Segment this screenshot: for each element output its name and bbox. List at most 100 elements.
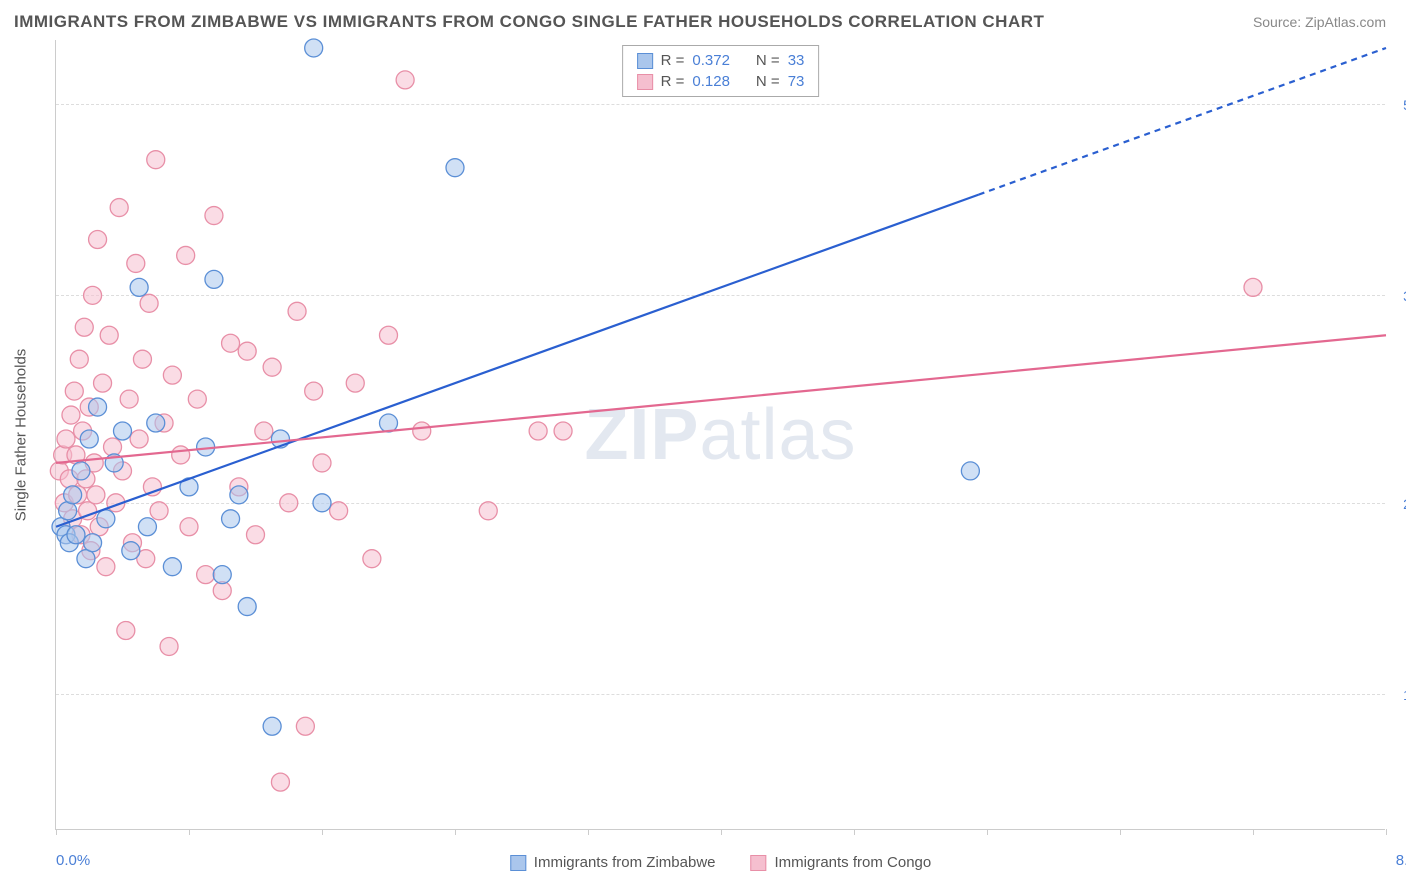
swatch-congo (751, 855, 767, 871)
legend-label-zimbabwe: Immigrants from Zimbabwe (534, 854, 716, 871)
data-point (77, 550, 95, 568)
data-point (80, 430, 98, 448)
trend-line (56, 195, 979, 527)
source-link[interactable]: ZipAtlas.com (1305, 14, 1386, 30)
plot-area: ZIPatlas Single Father Households 1.3%2.… (55, 40, 1385, 830)
data-point (213, 582, 231, 600)
data-point (97, 510, 115, 528)
x-tick (987, 829, 988, 835)
data-point (65, 382, 83, 400)
data-point (213, 566, 231, 584)
data-point (396, 71, 414, 89)
data-point (72, 462, 90, 480)
data-point (529, 422, 547, 440)
data-point (117, 622, 135, 640)
data-point (110, 199, 128, 217)
data-point (114, 422, 132, 440)
data-point (222, 334, 240, 352)
data-point (188, 390, 206, 408)
data-point (961, 462, 979, 480)
x-tick (455, 829, 456, 835)
data-point (57, 430, 75, 448)
data-point (147, 414, 165, 432)
data-point (313, 454, 331, 472)
y-tick-label: 1.3% (1390, 687, 1406, 703)
data-point (1244, 278, 1262, 296)
data-point (75, 318, 93, 336)
data-point (230, 486, 248, 504)
data-point (205, 270, 223, 288)
data-point (177, 246, 195, 264)
chart-title: IMMIGRANTS FROM ZIMBABWE VS IMMIGRANTS F… (14, 12, 1044, 32)
data-point (138, 518, 156, 536)
data-point (346, 374, 364, 392)
data-point (280, 494, 298, 512)
data-point (380, 326, 398, 344)
data-point (64, 486, 82, 504)
x-tick (1253, 829, 1254, 835)
data-point (89, 230, 107, 248)
legend-label-congo: Immigrants from Congo (775, 854, 932, 871)
data-point (238, 598, 256, 616)
n-value-congo: 73 (788, 73, 805, 90)
data-point (89, 398, 107, 416)
data-point (363, 550, 381, 568)
data-point (84, 534, 102, 552)
chart-svg (56, 40, 1385, 829)
data-point (205, 207, 223, 225)
r-value-congo: 0.128 (692, 73, 730, 90)
y-tick-label: 5.0% (1390, 97, 1406, 113)
data-point (87, 486, 105, 504)
legend-row-congo: R = 0.128 N = 73 (637, 71, 805, 92)
data-point (313, 494, 331, 512)
swatch-congo (637, 74, 653, 90)
data-point (247, 526, 265, 544)
source-prefix: Source: (1253, 14, 1305, 30)
x-tick (322, 829, 323, 835)
x-axis-min-label: 0.0% (56, 852, 90, 869)
data-point (133, 350, 151, 368)
legend-item-zimbabwe: Immigrants from Zimbabwe (510, 854, 716, 871)
data-point (288, 302, 306, 320)
n-label: N = (756, 73, 780, 90)
data-point (163, 366, 181, 384)
swatch-zimbabwe (510, 855, 526, 871)
x-tick (721, 829, 722, 835)
data-point (94, 374, 112, 392)
x-tick (1120, 829, 1121, 835)
data-point (446, 159, 464, 177)
data-point (70, 350, 88, 368)
data-point (413, 422, 431, 440)
data-point (263, 358, 281, 376)
data-point (160, 637, 178, 655)
data-point (84, 286, 102, 304)
legend-item-congo: Immigrants from Congo (751, 854, 932, 871)
data-point (305, 39, 323, 57)
x-tick (854, 829, 855, 835)
data-point (120, 390, 138, 408)
data-point (222, 510, 240, 528)
y-tick-label: 3.8% (1390, 288, 1406, 304)
r-label: R = (661, 52, 685, 69)
data-point (330, 502, 348, 520)
trend-line-extrapolated (979, 48, 1386, 195)
legend-correlation: R = 0.372 N = 33 R = 0.128 N = 73 (622, 45, 820, 97)
data-point (305, 382, 323, 400)
data-point (197, 566, 215, 584)
data-point (163, 558, 181, 576)
source-attribution: Source: ZipAtlas.com (1253, 14, 1386, 30)
data-point (130, 430, 148, 448)
data-point (255, 422, 273, 440)
data-point (554, 422, 572, 440)
data-point (62, 406, 80, 424)
data-point (238, 342, 256, 360)
data-point (100, 326, 118, 344)
x-tick (1386, 829, 1387, 835)
data-point (271, 773, 289, 791)
data-point (67, 526, 85, 544)
data-point (140, 294, 158, 312)
data-point (104, 438, 122, 456)
data-point (122, 542, 140, 560)
r-label: R = (661, 73, 685, 90)
x-axis-max-label: 8.0% (1396, 852, 1406, 869)
